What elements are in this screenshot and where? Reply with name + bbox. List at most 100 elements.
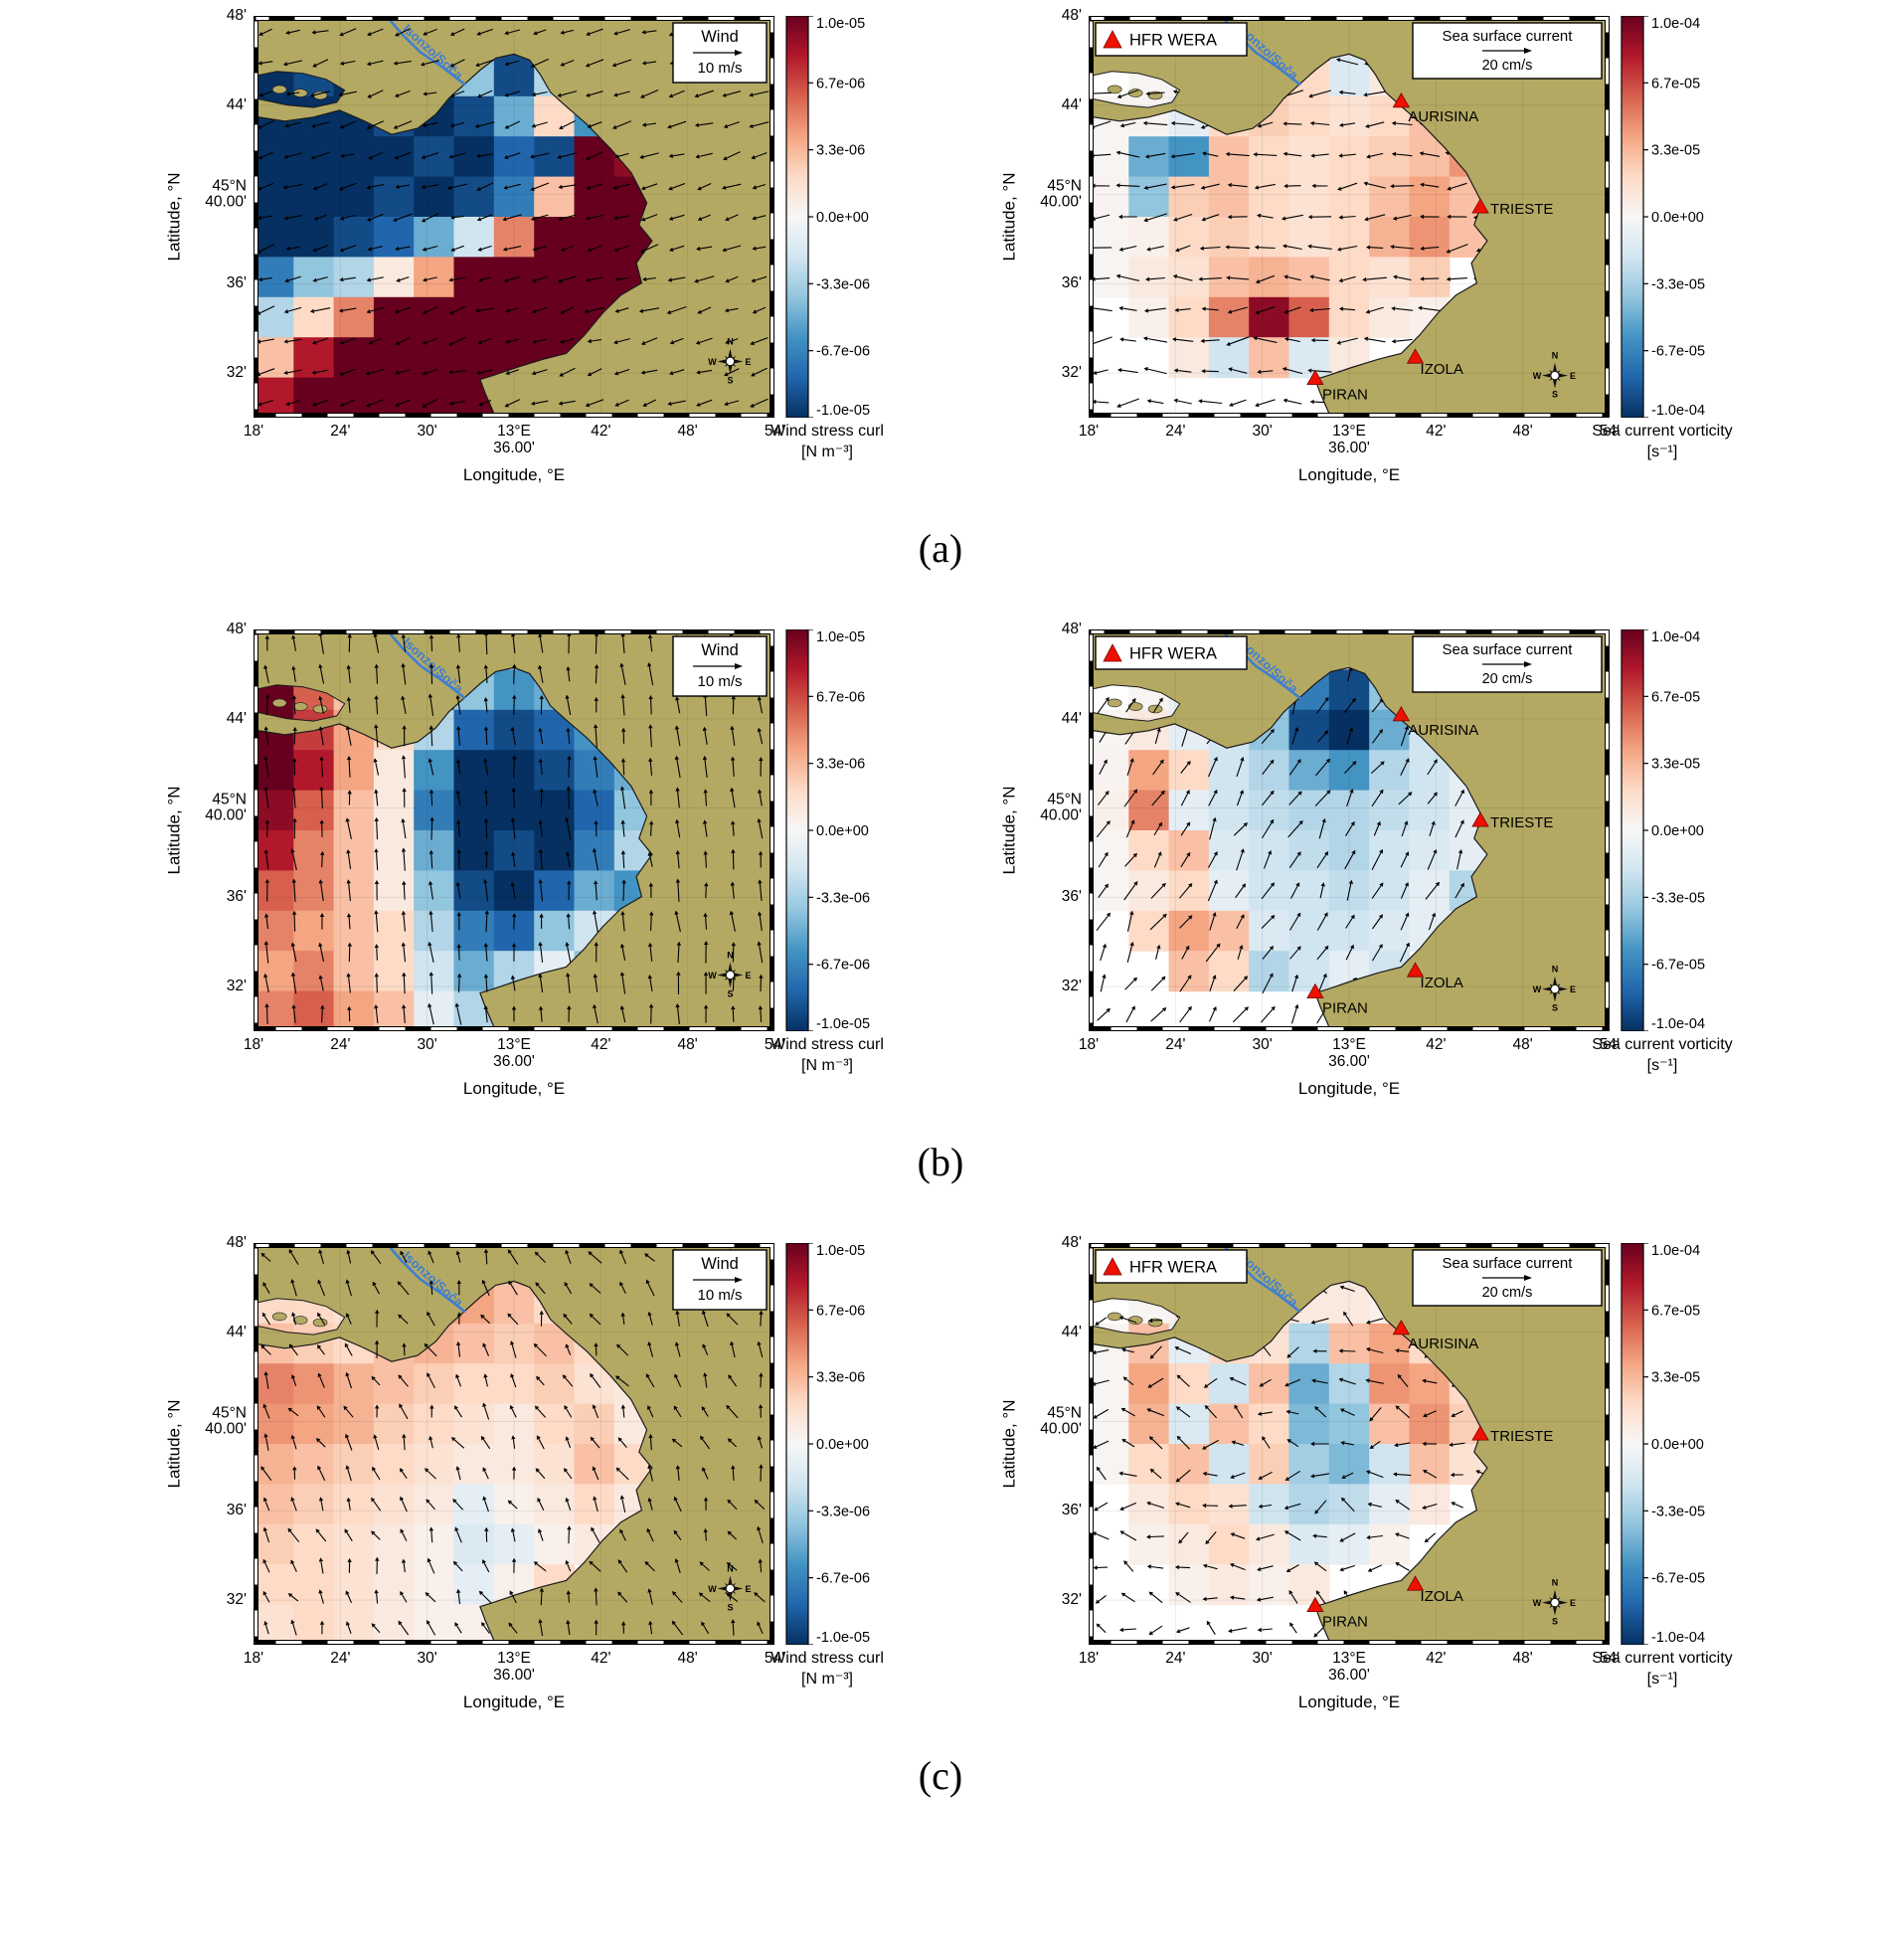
y-axis-label: Latitude, °N	[1000, 172, 1019, 262]
x-tick-label: 30'	[1252, 1036, 1273, 1053]
station-label: PIRAN	[1322, 387, 1368, 404]
station-izola: IZOLA	[1406, 962, 1463, 991]
panel-a_right: Latitude, °N 48' 44' 45°N 40.00' 36' 32' Isonzo…	[995, 7, 1733, 513]
station-trieste: TRIESTE	[1471, 198, 1553, 218]
panel-b_right: Latitude, °N 48' 44' 45°N 40.00' 36' 32' Isonzo…	[995, 621, 1733, 1127]
y-tick-label: 32'	[1061, 1590, 1082, 1608]
caption-a: (a)	[918, 526, 963, 571]
x-tick-label: 54'	[1599, 1650, 1621, 1667]
y-tick-label: 48'	[226, 1233, 247, 1251]
station-label: AURISINA	[1408, 722, 1478, 739]
colorbar-tick-label: -6.7e-06	[816, 1571, 870, 1587]
colorbar: 1.0e-05 6.7e-06 3.3e-06 0.0e+00 -3.3e-06 -6.7…	[774, 1242, 886, 1646]
x-tick-label: 13°E 36.00'	[1328, 423, 1370, 457]
colorbar-tick-label: 3.3e-05	[1651, 143, 1700, 159]
graticule	[257, 20, 770, 414]
x-tick-label: 18'	[243, 423, 264, 440]
station-label: TRIESTE	[1490, 1428, 1553, 1445]
panel-c-left: Latitude, °N 48' 44' 45°N 40.00' 36' 32' Isonzo…	[160, 1234, 886, 1740]
station-triangle-icon	[1406, 348, 1425, 364]
svg-text:S: S	[1552, 1003, 1558, 1013]
legend-current-scale: Sea surface current 20 cm/s	[1412, 635, 1603, 693]
x-tick-label: 54'	[764, 423, 785, 440]
colorbar-tick-label: -6.7e-06	[816, 344, 870, 360]
colorbar: 1.0e-04 6.7e-05 3.3e-05 0.0e+00 -3.3e-05 -6.7…	[1610, 628, 1721, 1032]
svg-text:W: W	[1533, 984, 1542, 994]
islet	[312, 1318, 328, 1328]
caption-b: (b)	[917, 1140, 964, 1184]
colorbar-tick-label: -1.0e-04	[1651, 1630, 1705, 1645]
svg-text:W: W	[708, 357, 717, 367]
x-tick-label: 13°E 36.00'	[493, 1036, 535, 1071]
svg-text:20 cm/s: 20 cm/s	[1482, 58, 1533, 74]
x-tick-label: 48'	[1512, 1650, 1533, 1667]
scale-arrow-icon	[735, 50, 743, 56]
panel-row-b: Latitude, °N 48' 44' 45°N 40.00' 36' 32' Isonzo…	[0, 621, 1881, 1127]
colorbar-tick-label: 1.0e-05	[816, 16, 865, 32]
y-tick-label: 45°N 40.00'	[205, 791, 247, 824]
x-axis: 18' 24' 30' 13°E 36.00' 42' 48' 54' Longitude, °…	[244, 1031, 784, 1127]
station-label: IZOLA	[1421, 361, 1463, 378]
compass-rose-icon: N E SW	[708, 1563, 751, 1612]
station-triangle-icon	[1306, 369, 1324, 386]
panel-b-left: Latitude, °N 48' 44' 45°N 40.00' 36' 32' Isonzo…	[160, 621, 886, 1127]
station-triangle-icon	[1406, 1575, 1425, 1591]
colorbar-tick-label: 3.3e-05	[1651, 757, 1700, 773]
y-tick-label: 48'	[1061, 620, 1082, 637]
x-tick-label: 18'	[1078, 1036, 1100, 1053]
y-tick-label: 32'	[1061, 363, 1082, 381]
islet	[1127, 702, 1143, 711]
colorbar-tick-label: -6.7e-05	[1651, 1571, 1705, 1587]
y-tick-label: 48'	[226, 6, 247, 24]
colorbar-tick-label: -3.3e-05	[1651, 890, 1705, 906]
x-axis-label: Longitude, °E	[1297, 465, 1401, 484]
x-tick-label: 54'	[764, 1036, 785, 1053]
colorbar-tick-label: 6.7e-05	[1651, 76, 1700, 91]
svg-text:Sea surface current: Sea surface current	[1443, 28, 1574, 45]
y-tick-label: 48'	[1061, 6, 1082, 24]
y-tick-label: 32'	[1061, 977, 1082, 994]
station-label: AURISINA	[1408, 1336, 1478, 1352]
station-triangle-icon	[1306, 982, 1324, 999]
map-canvas-a_right: Isonzo/SočaAURISINATRIESTEIZOLAPIRANHFR …	[1088, 14, 1610, 419]
x-tick-label: 13°E 36.00'	[1328, 1036, 1370, 1071]
panel-a-left: Latitude, °N 48' 44' 45°N 40.00' 36' 32' Isonzo…	[160, 7, 886, 513]
x-tick-labels: 18' 24' 30' 13°E 36.00' 42' 48' 54'	[1079, 1645, 1620, 1693]
x-axis-label: Longitude, °E	[1297, 1693, 1401, 1711]
y-tick-label: 44'	[226, 95, 247, 113]
coastline	[1088, 666, 1488, 1032]
svg-text:Sea surface current: Sea surface current	[1443, 1255, 1574, 1272]
x-tick-label: 48'	[677, 423, 698, 440]
scale-arrow-icon	[735, 663, 743, 669]
colorbar-title: Wind stress curl [N m⁻³]	[770, 423, 884, 460]
x-tick-label: 42'	[591, 1650, 611, 1667]
colorbar-tick-label: 0.0e+00	[1651, 1437, 1704, 1453]
legend-hfr-wera: HFR WERA	[1095, 635, 1248, 670]
x-tick-label: 54'	[1599, 1036, 1621, 1053]
x-tick-label: 18'	[243, 1650, 264, 1667]
svg-text:E: E	[1570, 371, 1576, 381]
y-tick-label: 44'	[1061, 95, 1082, 113]
svg-text:E: E	[1570, 984, 1576, 994]
y-tick-label: 44'	[1061, 709, 1082, 727]
svg-text:10 m/s: 10 m/s	[697, 1287, 742, 1304]
station-label: AURISINA	[1408, 108, 1478, 125]
x-tick-label: 24'	[330, 1650, 351, 1667]
station-piran: PIRAN	[1306, 1596, 1368, 1631]
y-tick-label: 45°N 40.00'	[1040, 791, 1082, 824]
x-tick-label: 30'	[417, 423, 437, 440]
hfr-triangle-icon	[1103, 30, 1122, 49]
svg-text:E: E	[745, 971, 751, 980]
colorbar-tick-label: 0.0e+00	[816, 823, 869, 839]
svg-text:HFR WERA: HFR WERA	[1129, 1259, 1217, 1277]
coastline	[1088, 1280, 1488, 1646]
y-tick-label: 45°N 40.00'	[1040, 177, 1082, 211]
islet	[292, 702, 308, 711]
svg-text:N: N	[727, 336, 734, 346]
river-isonzo	[385, 1241, 466, 1313]
colorbar-tick-label: 1.0e-05	[816, 1243, 865, 1259]
station-triangle-icon	[1392, 706, 1411, 722]
colorbar-tick-label: -6.7e-05	[1651, 958, 1705, 974]
